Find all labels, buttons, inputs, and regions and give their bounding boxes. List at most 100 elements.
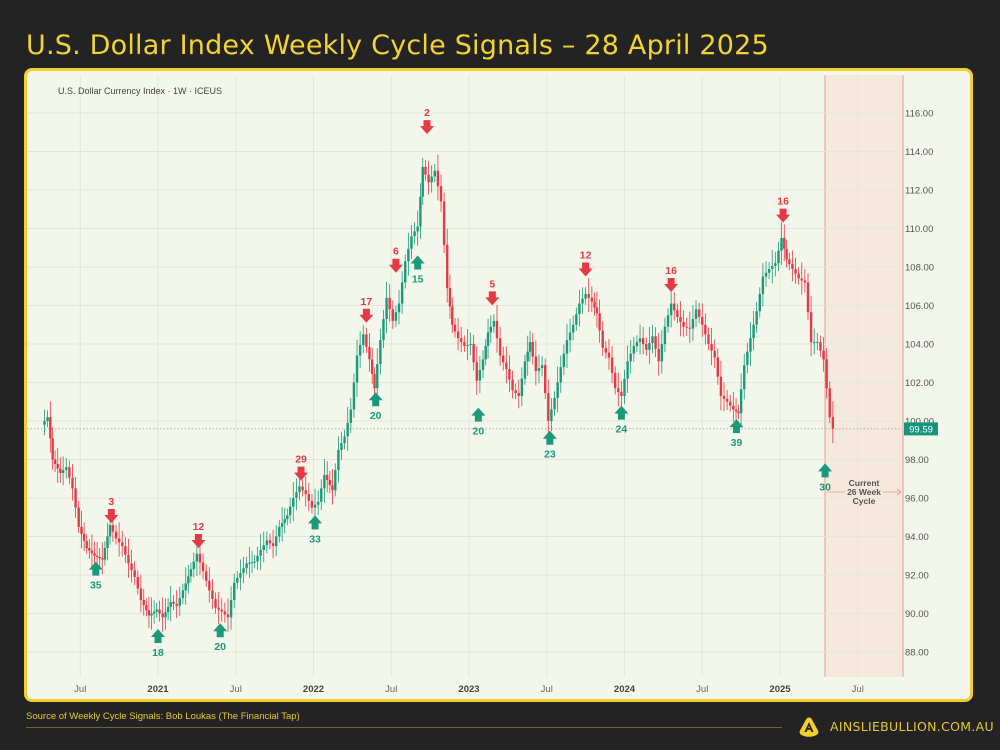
x-tick-label: 2022 bbox=[303, 684, 324, 695]
candle-body bbox=[697, 309, 701, 318]
candle-body bbox=[362, 334, 365, 345]
page-title: U.S. Dollar Index Weekly Cycle Signals –… bbox=[26, 30, 769, 61]
down-arrow-icon bbox=[294, 466, 309, 481]
candle-body bbox=[673, 303, 676, 311]
candle-body bbox=[492, 320, 496, 327]
candle-body bbox=[355, 355, 359, 383]
candle-body bbox=[475, 362, 478, 381]
candle-body bbox=[537, 368, 541, 371]
candle-body bbox=[514, 390, 517, 394]
up-arrow-icon bbox=[471, 407, 486, 422]
candle-body bbox=[121, 542, 124, 547]
candle-body bbox=[106, 536, 109, 549]
last-price-value: 99.59 bbox=[909, 424, 933, 435]
candle-body bbox=[108, 524, 112, 537]
down-arrow-icon bbox=[104, 508, 119, 523]
candle-body bbox=[400, 282, 404, 304]
candle-body bbox=[413, 231, 416, 237]
candle-body bbox=[385, 297, 388, 319]
current-cycle-annotation: Cycle bbox=[853, 496, 876, 506]
down-arrow-icon bbox=[664, 277, 679, 292]
candle-body bbox=[226, 614, 230, 618]
candle-body bbox=[737, 411, 740, 414]
candle-body bbox=[800, 278, 803, 281]
candle-body bbox=[565, 340, 569, 354]
candle-body bbox=[313, 504, 317, 508]
arrowhead-icon bbox=[896, 488, 902, 496]
current-cycle-shade bbox=[825, 75, 903, 677]
candle-body bbox=[556, 382, 559, 398]
candle-body bbox=[217, 607, 220, 610]
grid bbox=[27, 75, 900, 677]
candle-body bbox=[124, 546, 127, 555]
cycle-low-label: 30 bbox=[819, 481, 831, 493]
up-arrow-icon bbox=[88, 561, 103, 576]
candle-body bbox=[523, 361, 527, 379]
candle-body bbox=[103, 548, 107, 560]
candle-body bbox=[648, 343, 651, 350]
candle-body bbox=[629, 353, 632, 362]
footer-divider bbox=[26, 727, 782, 728]
cycle-high-label: 12 bbox=[580, 250, 592, 262]
symbol-label: U.S. Dollar Currency Index · 1W · ICEUS bbox=[58, 86, 223, 96]
candle-body bbox=[410, 236, 413, 249]
cycle-low-label: 20 bbox=[370, 410, 382, 422]
cycle-low-label: 20 bbox=[214, 641, 226, 653]
candle-body bbox=[587, 293, 590, 298]
candle-body bbox=[133, 570, 136, 577]
candle-body bbox=[172, 601, 175, 604]
candle-body bbox=[685, 326, 688, 328]
candle-body bbox=[391, 309, 395, 321]
candle-body bbox=[166, 607, 170, 613]
candle-body bbox=[59, 468, 62, 473]
candle-body bbox=[220, 609, 223, 612]
up-arrow-icon bbox=[542, 430, 557, 445]
up-arrow-icon bbox=[410, 255, 425, 270]
cycle-low-label: 23 bbox=[544, 449, 556, 461]
candle-body bbox=[274, 536, 278, 547]
y-tick-label: 108.00 bbox=[905, 263, 934, 274]
candle-body bbox=[571, 324, 575, 333]
source-credit: Source of Weekly Cycle Signals: Bob Louk… bbox=[26, 711, 300, 722]
up-arrow-icon bbox=[729, 419, 744, 434]
candle-body bbox=[187, 576, 190, 584]
candle-body bbox=[484, 345, 487, 360]
candle-body bbox=[466, 344, 469, 346]
candle-body bbox=[169, 601, 172, 608]
cycle-high-label: 3 bbox=[108, 496, 114, 508]
candle-body bbox=[379, 340, 382, 365]
candle-body bbox=[371, 359, 374, 374]
candle-body bbox=[419, 196, 422, 227]
candle-body bbox=[822, 350, 825, 360]
candle-body bbox=[617, 388, 620, 393]
candle-body bbox=[71, 477, 74, 489]
candle-body bbox=[682, 321, 685, 327]
candle-body bbox=[388, 297, 391, 310]
x-tick-label: Jul bbox=[696, 684, 708, 695]
candle-body bbox=[142, 600, 145, 606]
y-tick-label: 92.00 bbox=[905, 571, 929, 582]
x-tick-label: Jul bbox=[74, 684, 86, 695]
candle-body bbox=[774, 263, 777, 267]
candle-body bbox=[451, 306, 454, 325]
cycle-high-label: 12 bbox=[193, 521, 205, 533]
candle-body bbox=[98, 557, 101, 559]
cycle-high-label: 17 bbox=[361, 296, 373, 308]
y-tick-label: 114.00 bbox=[905, 147, 933, 158]
candle-body bbox=[265, 540, 269, 546]
candle-body bbox=[421, 166, 424, 197]
y-tick-label: 112.00 bbox=[905, 186, 933, 197]
x-tick-label: Jul bbox=[541, 684, 553, 695]
cycle-low-label: 24 bbox=[616, 424, 628, 436]
y-tick-label: 88.00 bbox=[905, 648, 929, 659]
candle-body bbox=[262, 545, 265, 550]
candle-body bbox=[481, 359, 485, 370]
current-cycle-annotation: 26 Week bbox=[847, 487, 881, 497]
candle-body bbox=[283, 519, 286, 524]
candle-body bbox=[352, 382, 356, 410]
candle-body bbox=[719, 376, 723, 396]
candle-body bbox=[43, 421, 46, 425]
candle-body bbox=[749, 338, 752, 352]
candle-body bbox=[439, 186, 443, 202]
candle-body bbox=[701, 317, 704, 325]
